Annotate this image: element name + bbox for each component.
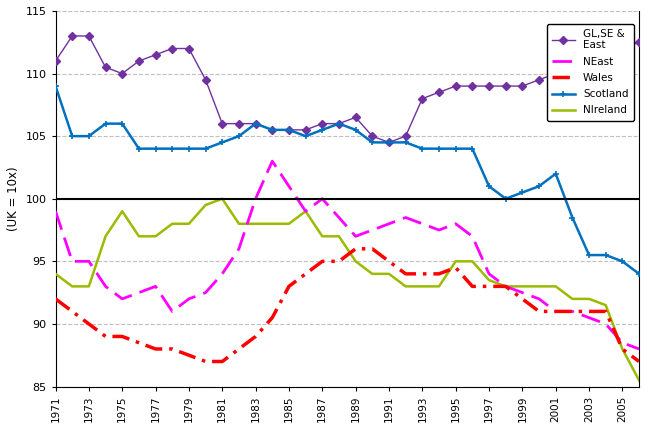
Y-axis label: (UK = 10x): (UK = 10x) bbox=[7, 166, 20, 231]
Legend: GL,SE &
East, NEast, Wales, Scotland, NIreland: GL,SE & East, NEast, Wales, Scotland, NI… bbox=[547, 24, 634, 121]
